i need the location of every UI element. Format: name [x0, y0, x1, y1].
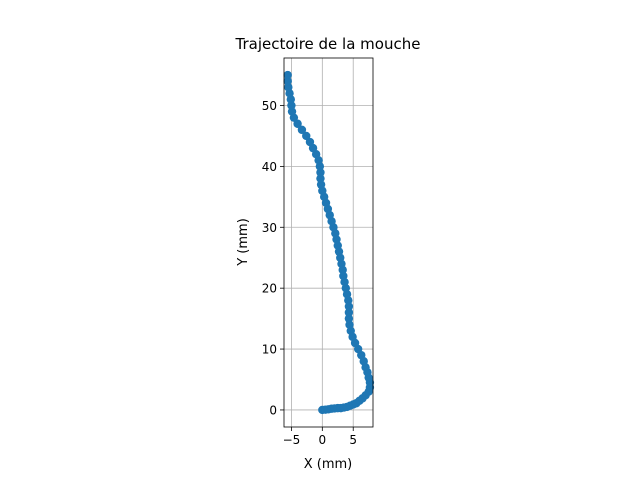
- x-tick-label: −5: [283, 433, 301, 447]
- plot-frame: [283, 57, 374, 428]
- trajectory-point: [344, 308, 354, 317]
- trajectory-point: [297, 125, 307, 135]
- trajectory-point: [316, 180, 326, 189]
- trajectory-point: [316, 168, 325, 177]
- trajectory-point: [305, 137, 315, 147]
- trajectory-point: [302, 131, 311, 141]
- trajectory-point: [316, 174, 325, 183]
- y-tick-label: 40: [262, 160, 277, 174]
- trajectory-point: [293, 119, 302, 128]
- y-tick-label: 20: [262, 282, 277, 296]
- x-tick-label: 0: [318, 433, 326, 447]
- y-tick-label: 30: [262, 221, 277, 235]
- trajectory-point: [287, 107, 297, 116]
- x-axis-ticks: −5 0 5: [283, 427, 357, 447]
- y-axis-label: Y (mm): [236, 218, 251, 267]
- y-tick-label: 50: [262, 99, 277, 113]
- trajectory-series: [283, 70, 375, 415]
- y-axis-ticks: 0 10 20 30 40 50: [262, 99, 284, 417]
- trajectory-point: [344, 314, 354, 323]
- y-tick-label: 10: [262, 343, 277, 357]
- trajectory-point: [345, 320, 354, 329]
- trajectory-point: [284, 83, 293, 92]
- trajectory-point: [283, 76, 292, 86]
- x-tick-label: 5: [349, 433, 357, 447]
- y-tick-label: 0: [269, 403, 277, 417]
- trajectory-point: [287, 101, 296, 110]
- trajectory-point: [344, 302, 354, 311]
- trajectory-point: [283, 70, 292, 80]
- chart-title: Trajectoire de la mouche: [235, 35, 421, 53]
- trajectory-point: [339, 271, 348, 281]
- x-axis-label: X (mm): [304, 457, 353, 472]
